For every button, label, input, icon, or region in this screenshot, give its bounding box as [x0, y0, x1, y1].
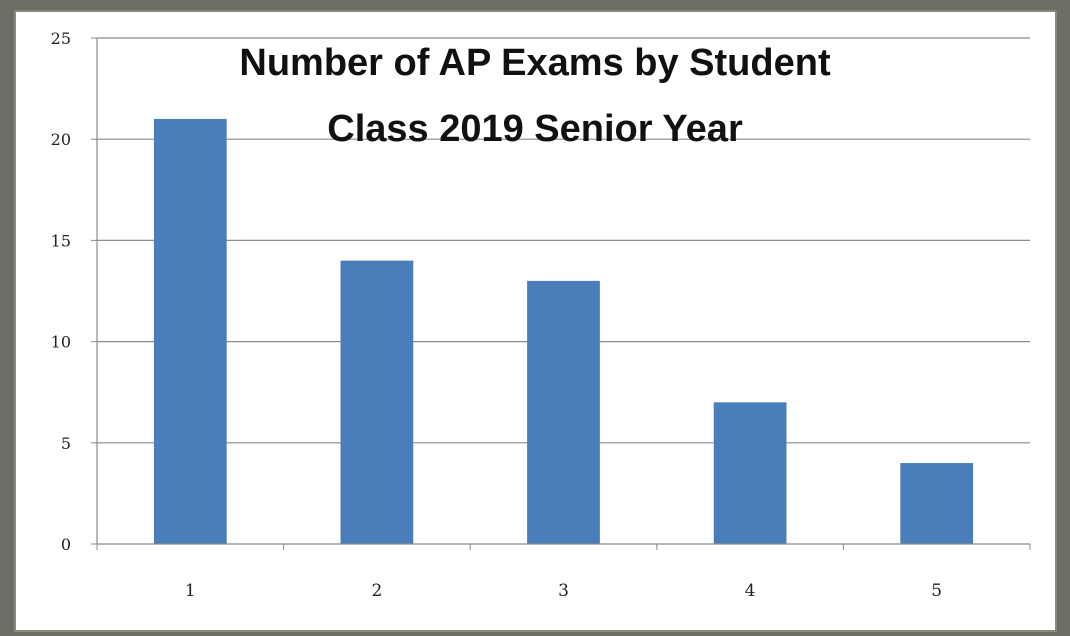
bar-5: [900, 463, 974, 544]
x-tick-label: 3: [558, 581, 569, 601]
bar-2: [340, 260, 414, 544]
y-tick-label: 15: [51, 231, 71, 250]
chart-title-line-2: Class 2019 Senior Year: [327, 108, 743, 150]
y-tick-label: 25: [51, 29, 71, 48]
y-tick-labels: 0 5 10 15 20 25: [51, 29, 71, 554]
bar-1: [153, 118, 227, 545]
y-tick-label: 0: [61, 535, 71, 554]
x-tick-label: 1: [185, 581, 196, 601]
bar-3: [527, 280, 600, 544]
y-tick-label: 20: [51, 130, 71, 149]
y-tick-label: 5: [61, 434, 71, 453]
y-tick-label: 10: [51, 333, 71, 352]
chart-title-line-1: Number of AP Exams by Student: [239, 42, 831, 84]
x-tick-label: 5: [931, 581, 942, 601]
bars: [153, 118, 974, 545]
x-tick-label: 2: [371, 581, 382, 601]
x-tick-labels: 1 2 3 4 5: [185, 581, 942, 601]
axes: [91, 37, 1031, 550]
x-tick-label: 4: [745, 581, 756, 601]
bar-4: [713, 402, 787, 544]
